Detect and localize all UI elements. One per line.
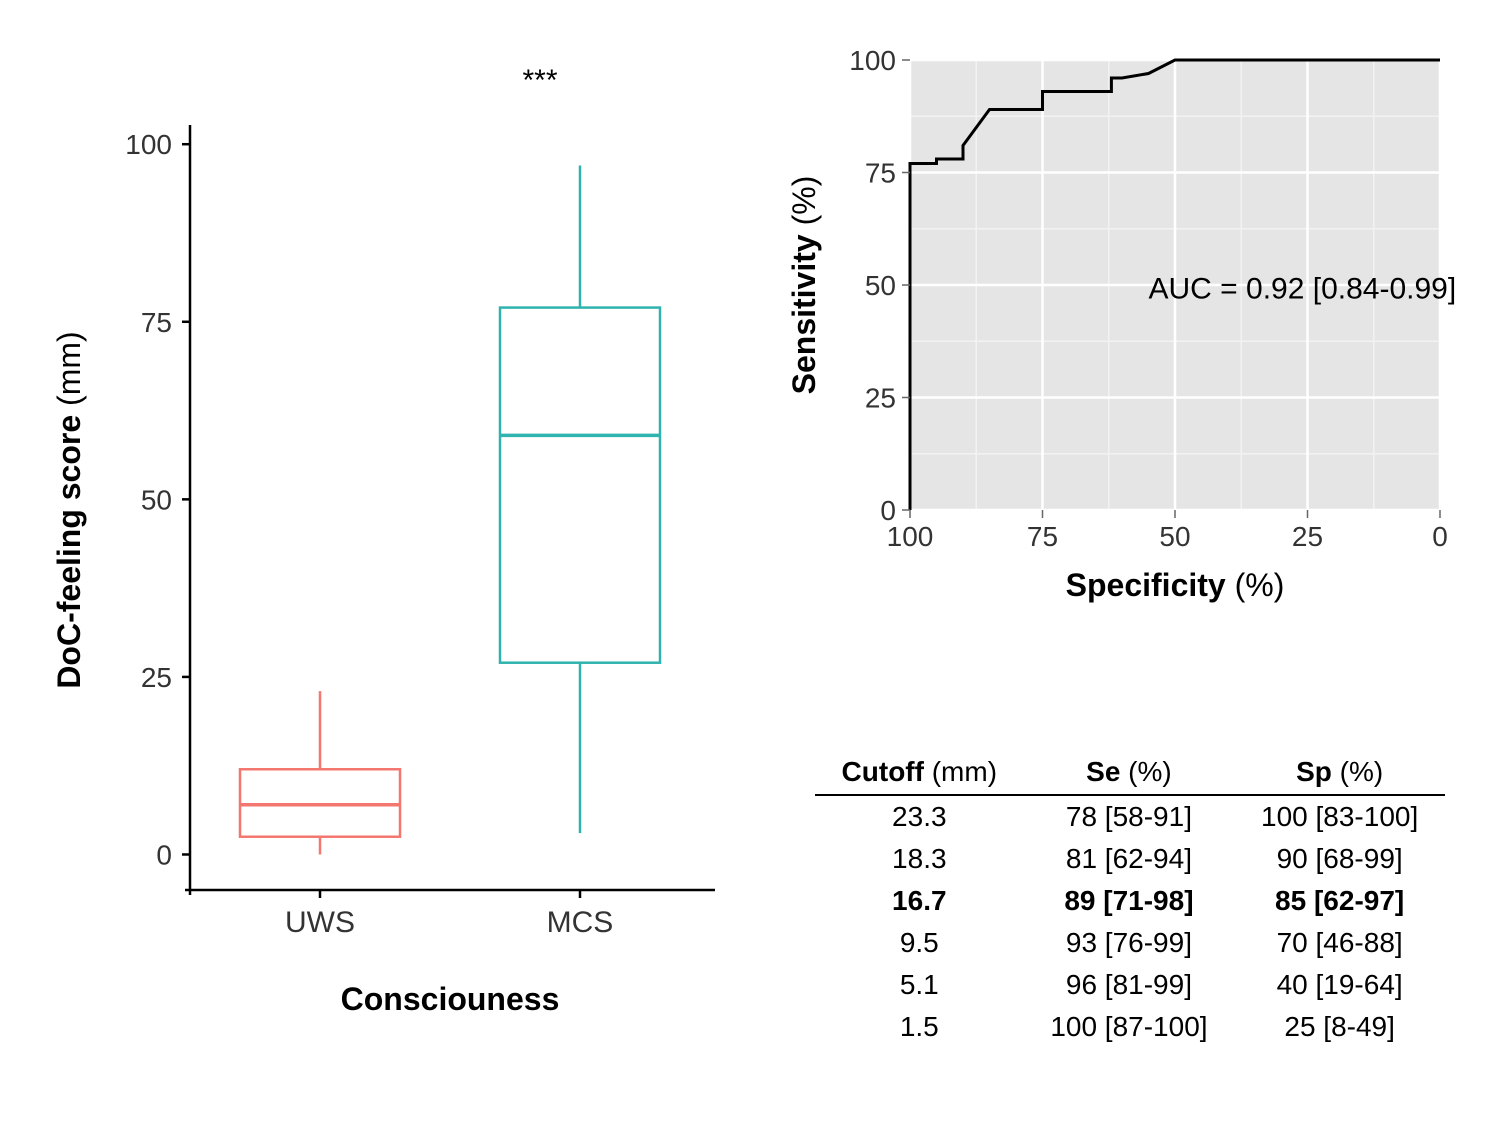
table-header-cell: Cutoff (mm) — [815, 750, 1024, 795]
figure-root: *** 0 25 50 75 100 DoC-feeling score (mm) UWS MC… — [0, 0, 1500, 1123]
roc-ytick-label: 75 — [865, 158, 896, 189]
table-cell: 40 [19-64] — [1234, 964, 1445, 1006]
roc-y-title: Sensitivity (%) — [786, 176, 822, 395]
table-row: 16.789 [71-98]85 [62-97] — [815, 880, 1445, 922]
table-cell: 9.5 — [815, 922, 1024, 964]
boxplot-ytick-label: 50 — [141, 484, 172, 515]
table-row: 23.378 [58-91]100 [83-100] — [815, 795, 1445, 838]
table-cell: 23.3 — [815, 795, 1024, 838]
boxplot-chart: *** 0 25 50 75 100 DoC-feeling score (mm) UWS MC… — [10, 10, 750, 1110]
roc-xtick-label: 25 — [1292, 521, 1323, 552]
table-cell: 18.3 — [815, 838, 1024, 880]
table-cell: 85 [62-97] — [1234, 880, 1445, 922]
roc-xtick-label: 0 — [1432, 521, 1448, 552]
significance-marker: *** — [522, 64, 557, 97]
box-rect — [500, 308, 660, 663]
roc-xtick-label: 75 — [1027, 521, 1058, 552]
table-cell: 93 [76-99] — [1024, 922, 1235, 964]
boxplot-ytick-label: 25 — [141, 662, 172, 693]
table-cell: 90 [68-99] — [1234, 838, 1445, 880]
roc-chart: 02550751001002575500Sensitivity (%)Speci… — [770, 20, 1470, 660]
roc-xtick-label: 50 — [1159, 521, 1190, 552]
table-cell: 16.7 — [815, 880, 1024, 922]
roc-x-title: Specificity (%) — [1066, 567, 1285, 603]
table-header-row: Cutoff (mm)Se (%)Sp (%) — [815, 750, 1445, 795]
boxplot-category-label: UWS — [285, 906, 355, 939]
table-cell: 5.1 — [815, 964, 1024, 1006]
boxplot-x-title: Consciouness — [341, 981, 560, 1017]
boxplot-y-title: DoC-feeling score (mm) — [51, 331, 87, 688]
table-cell: 96 [81-99] — [1024, 964, 1235, 1006]
table-row: 9.593 [76-99]70 [46-88] — [815, 922, 1445, 964]
boxplot-ytick-label: 0 — [156, 839, 172, 870]
table-cell: 100 [87-100] — [1024, 1006, 1235, 1048]
roc-auc-text: AUC = 0.92 [0.84-0.99] — [1149, 273, 1457, 306]
roc-xtick-label: 100 — [887, 521, 934, 552]
box-rect — [240, 769, 400, 836]
roc-ytick-label: 50 — [865, 270, 896, 301]
table-row: 18.381 [62-94]90 [68-99] — [815, 838, 1445, 880]
table-cell: 1.5 — [815, 1006, 1024, 1048]
roc-ytick-label: 100 — [849, 45, 896, 76]
table-row: 5.196 [81-99]40 [19-64] — [815, 964, 1445, 1006]
table-cell: 100 [83-100] — [1234, 795, 1445, 838]
table-cell: 81 [62-94] — [1024, 838, 1235, 880]
boxplot-category-label: MCS — [547, 906, 614, 939]
table-cell: 89 [71-98] — [1024, 880, 1235, 922]
table-row: 1.5100 [87-100]25 [8-49] — [815, 1006, 1445, 1048]
table-cell: 70 [46-88] — [1234, 922, 1445, 964]
roc-ytick-label: 25 — [865, 383, 896, 414]
cutoff-table-wrap: Cutoff (mm)Se (%)Sp (%) 23.378 [58-91]10… — [815, 750, 1445, 1048]
boxplot-ytick-label: 75 — [141, 307, 172, 338]
table-header-cell: Se (%) — [1024, 750, 1235, 795]
table-cell: 25 [8-49] — [1234, 1006, 1445, 1048]
table-header-cell: Sp (%) — [1234, 750, 1445, 795]
cutoff-table: Cutoff (mm)Se (%)Sp (%) 23.378 [58-91]10… — [815, 750, 1445, 1048]
table-cell: 78 [58-91] — [1024, 795, 1235, 838]
boxplot-ytick-label: 100 — [125, 129, 172, 160]
